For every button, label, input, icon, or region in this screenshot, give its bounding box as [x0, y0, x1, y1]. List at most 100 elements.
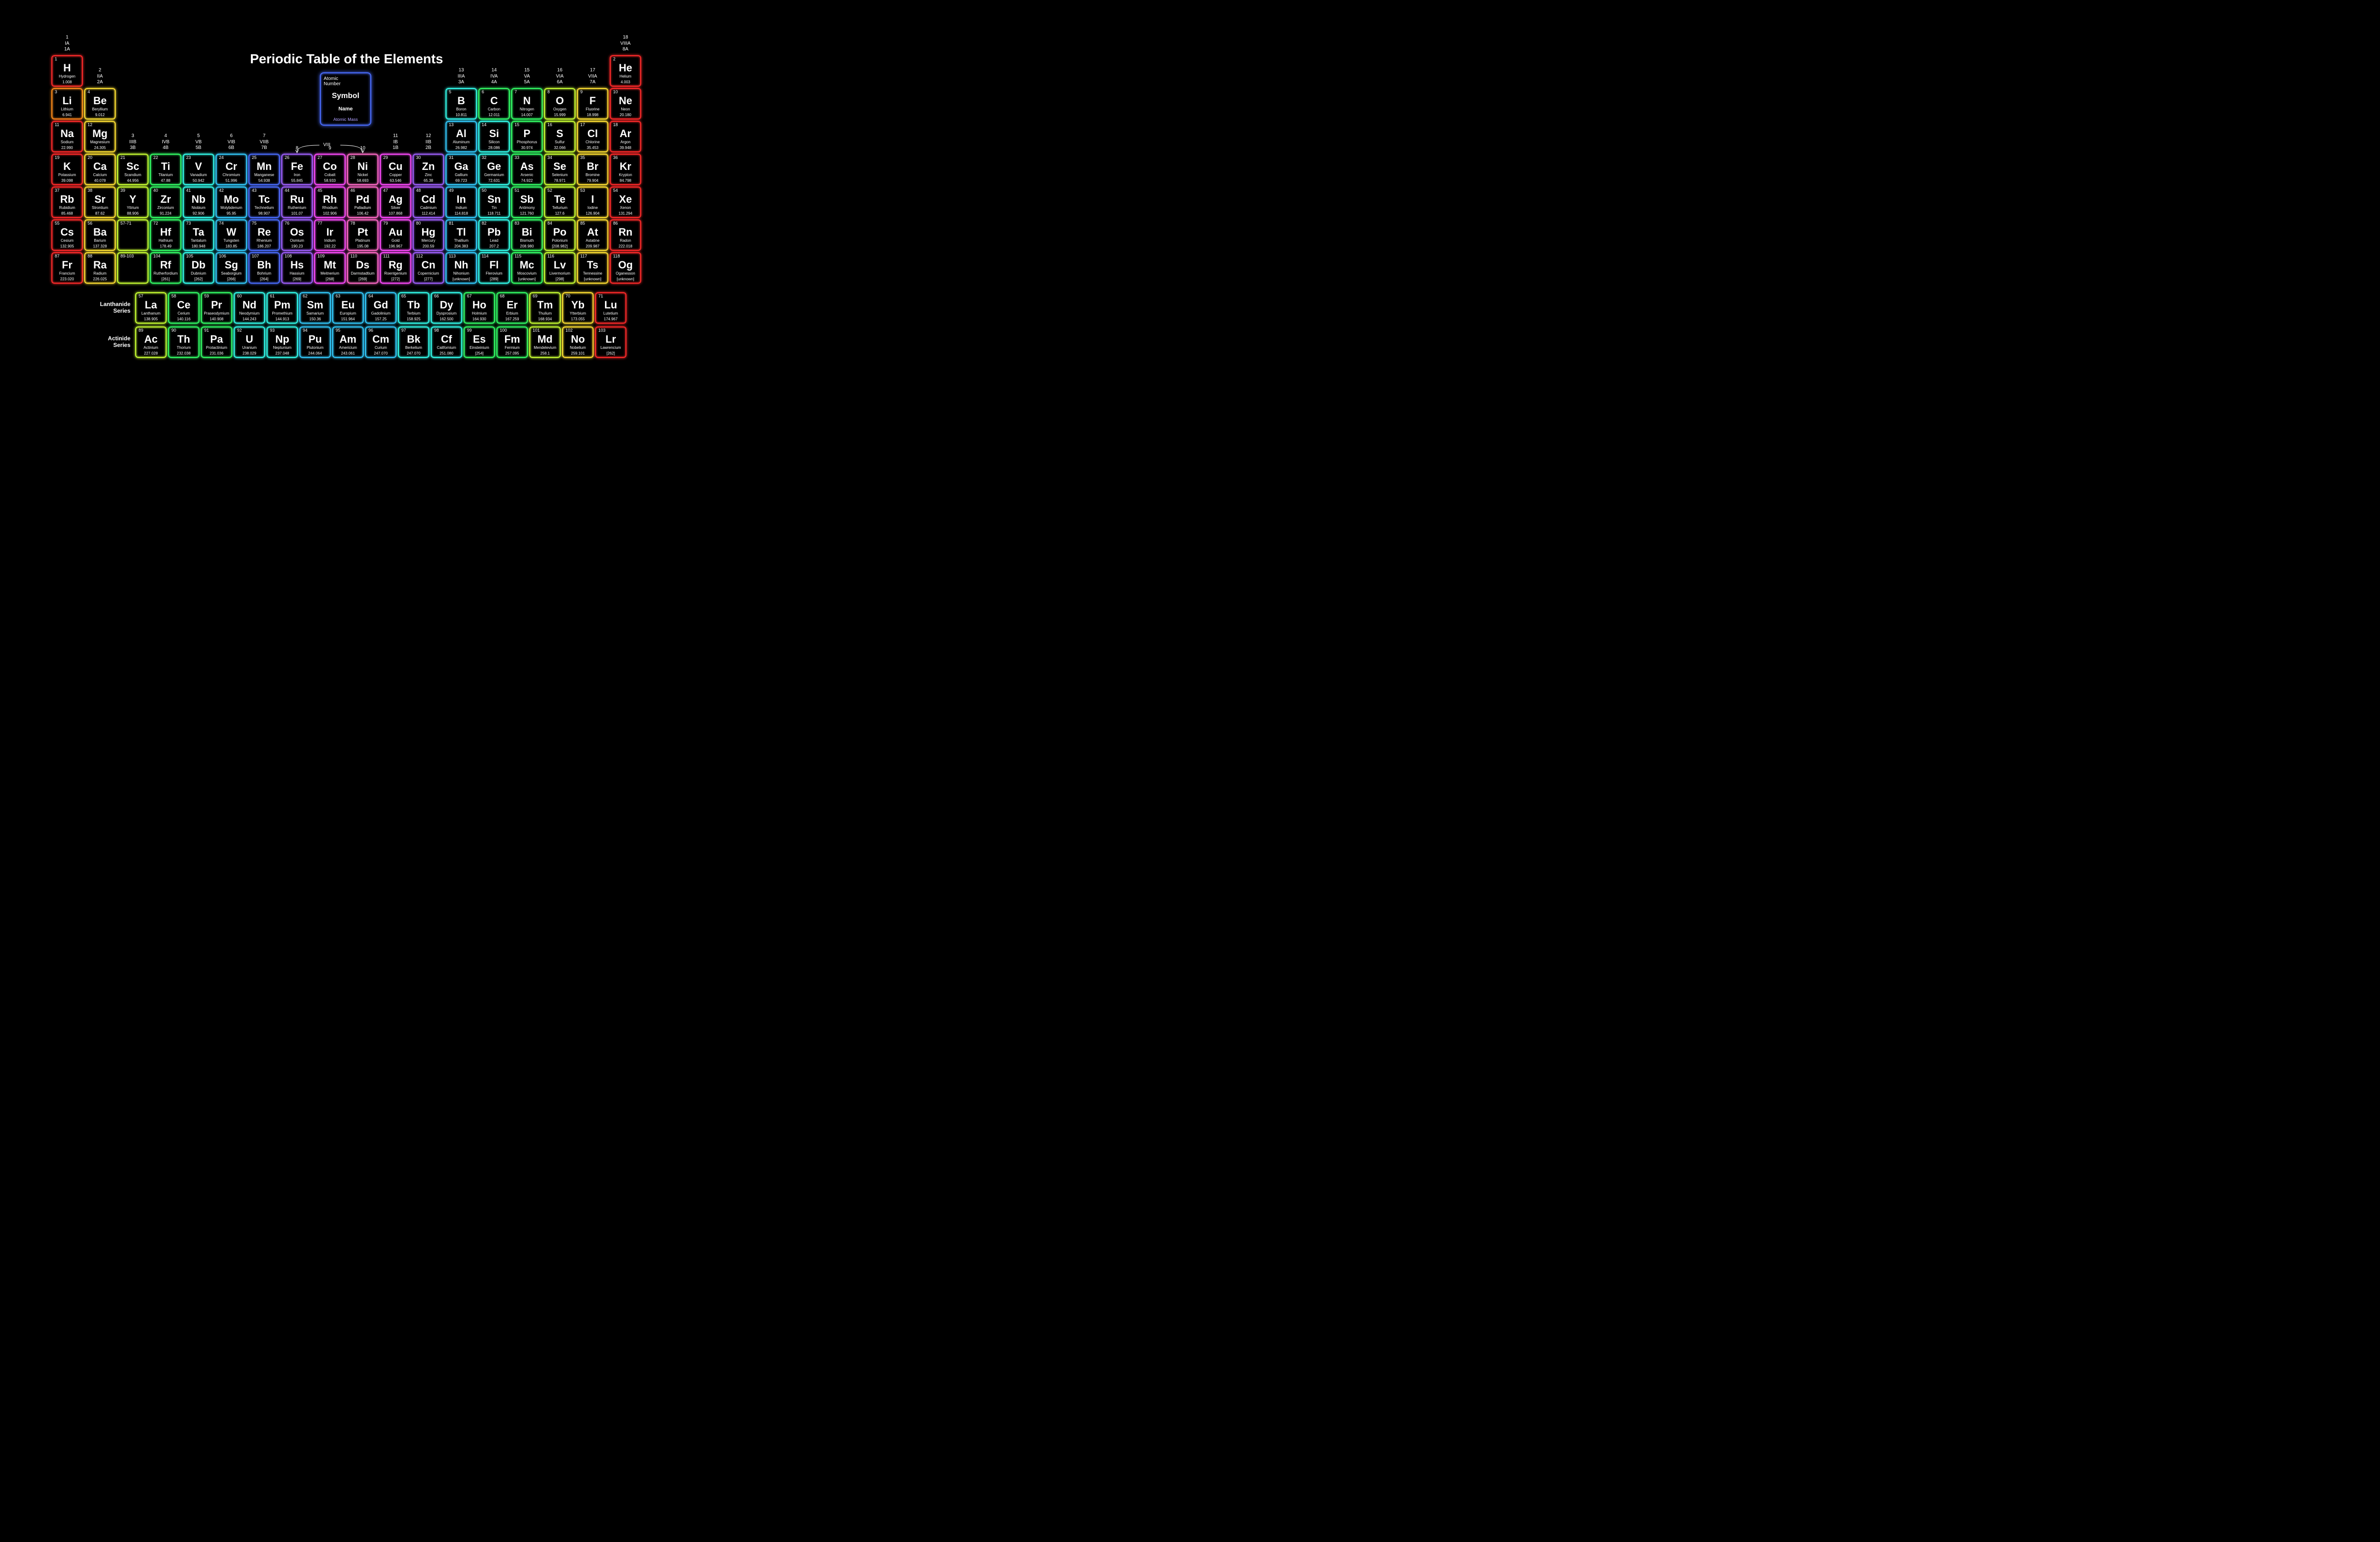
atomic-mass: 200.59	[415, 245, 442, 248]
atomic-mass: 258.1	[531, 352, 559, 356]
element-symbol: Tb	[400, 300, 427, 310]
element-symbol: Sn	[480, 195, 508, 204]
element-name: Phosphorus	[513, 140, 541, 144]
element-symbol: Ag	[382, 195, 409, 204]
element-symbol: Am	[334, 335, 362, 344]
atomic-number: 64	[367, 294, 395, 298]
atomic-number: 57	[137, 294, 165, 298]
element-No: 102NoNobelium259.101	[562, 326, 594, 358]
element-U: 92UUranium238.029	[234, 326, 265, 358]
element-name: Rhodium	[316, 206, 344, 210]
element-Tb: 65TbTerbium158.925	[398, 292, 429, 324]
atomic-mass: 196.967	[382, 245, 409, 248]
element-Na: 11NaSodium22.990	[51, 121, 83, 152]
element-symbol: He	[612, 63, 639, 73]
element-Sb: 51SbAntimony121.760	[511, 187, 543, 218]
element-name: Darmstadtium	[349, 272, 377, 276]
element-name: Lead	[480, 239, 508, 243]
atomic-mass: 91.224	[152, 212, 179, 216]
element-name: Nobelium	[564, 346, 592, 350]
element-name: Francium	[53, 272, 81, 276]
atomic-mass: 18.998	[579, 113, 606, 117]
element-name: Lanthanum	[137, 312, 165, 316]
element-N: 7NNitrogen14.007	[511, 88, 543, 119]
element-Rb: 37RbRubidium85.468	[51, 187, 83, 218]
element-name: Technetium	[250, 206, 278, 210]
element-name: Tantalum	[185, 239, 212, 243]
element-F: 9FFluorine18.998	[577, 88, 608, 119]
atomic-number: 107	[250, 254, 278, 258]
element-name: Thorium	[170, 346, 198, 350]
element-Be: 4BeBeryllium9.012	[84, 88, 116, 119]
atomic-number: 91	[203, 328, 230, 333]
atomic-mass: 84.798	[612, 179, 639, 183]
element-name: Calcium	[86, 173, 114, 177]
element-name: Gadolinium	[367, 312, 395, 316]
atomic-number: 50	[480, 188, 508, 193]
atomic-number: 18	[612, 123, 639, 127]
element-name: Plutonium	[301, 346, 329, 350]
atomic-number: 111	[382, 254, 409, 258]
atomic-mass: 79.904	[579, 179, 606, 183]
element-symbol: Pt	[349, 227, 377, 237]
atomic-mass: 232.038	[170, 352, 198, 356]
element-Cn: 112CnCopernicium[277]	[413, 252, 444, 284]
element-name: Germanium	[480, 173, 508, 177]
element-Rh: 45RhRhodium102.906	[314, 187, 346, 218]
element-I: 53IIodine126.904	[577, 187, 608, 218]
atomic-number: 88	[86, 254, 114, 258]
element-name: Iron	[283, 173, 311, 177]
element-symbol: Fl	[480, 260, 508, 270]
atomic-number: 100	[498, 328, 526, 333]
atomic-mass: 32.066	[546, 146, 574, 150]
atomic-mass: 243.061	[334, 352, 362, 356]
element-name: Roentgenium	[382, 272, 409, 276]
element-Ag: 47AgSilver107.868	[380, 187, 411, 218]
atomic-mass: 55.845	[283, 179, 311, 183]
element-symbol: Cd	[415, 195, 442, 204]
element-symbol: H	[53, 63, 81, 73]
element-symbol: Lu	[597, 300, 625, 310]
element-name: Manganese	[250, 173, 278, 177]
element-name: Dubnium	[185, 272, 212, 276]
element-symbol: Og	[612, 260, 639, 270]
atomic-number: 51	[513, 188, 541, 193]
element-Ga: 31GaGallium69.723	[446, 154, 477, 185]
atomic-mass: 180.948	[185, 245, 212, 248]
atomic-mass: 195.08	[349, 245, 377, 248]
element-Cm: 96CmCurium247.070	[365, 326, 397, 358]
atomic-number: 96	[367, 328, 395, 333]
element-symbol: Ga	[447, 162, 475, 171]
element-name: Sodium	[53, 140, 81, 144]
element-symbol: Mg	[86, 129, 114, 138]
element-Bk: 97BkBerkelium247.070	[398, 326, 429, 358]
atomic-mass: [unknown]	[513, 277, 541, 281]
atomic-mass: 22.990	[53, 146, 81, 150]
element-name: Copper	[382, 173, 409, 177]
atomic-mass: 58.693	[349, 179, 377, 183]
atomic-mass: 173.055	[564, 317, 592, 321]
element-Ne: 10NeNeon20.180	[610, 88, 641, 119]
element-symbol: Rn	[612, 227, 639, 237]
atomic-number: 84	[546, 221, 574, 226]
element-symbol: Mn	[250, 162, 278, 171]
element-name: Chlorine	[579, 140, 606, 144]
atomic-number: 62	[301, 294, 329, 298]
element-Mt: 109MtMeitnerium[268]	[314, 252, 346, 284]
element-Sm: 62SmSamarium150.36	[299, 292, 331, 324]
group-header-14: 14IVA4A	[478, 68, 510, 86]
atomic-number: 5	[447, 90, 475, 94]
element-La: 57LaLanthanum138.905	[135, 292, 167, 324]
atomic-number: 105	[185, 254, 212, 258]
element-symbol: Nb	[185, 195, 212, 204]
element-Sc: 21ScScandium44.956	[117, 154, 149, 185]
element-Au: 79AuGold196.967	[380, 219, 411, 251]
element-name: Radium	[86, 272, 114, 276]
atomic-number: 89-103	[119, 254, 147, 258]
element-symbol: Nh	[447, 260, 475, 270]
element-symbol: Ni	[349, 162, 377, 171]
atomic-mass: [262]	[185, 277, 212, 281]
element-name: Erbium	[498, 312, 526, 316]
atomic-number: 103	[597, 328, 625, 333]
atomic-number: 41	[185, 188, 212, 193]
